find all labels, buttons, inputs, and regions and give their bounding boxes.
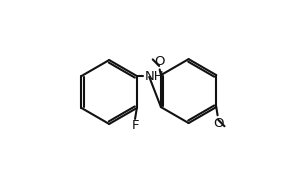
Text: O: O: [213, 117, 223, 130]
Text: NH: NH: [145, 70, 165, 82]
Text: F: F: [131, 119, 139, 132]
Text: O: O: [154, 55, 164, 68]
